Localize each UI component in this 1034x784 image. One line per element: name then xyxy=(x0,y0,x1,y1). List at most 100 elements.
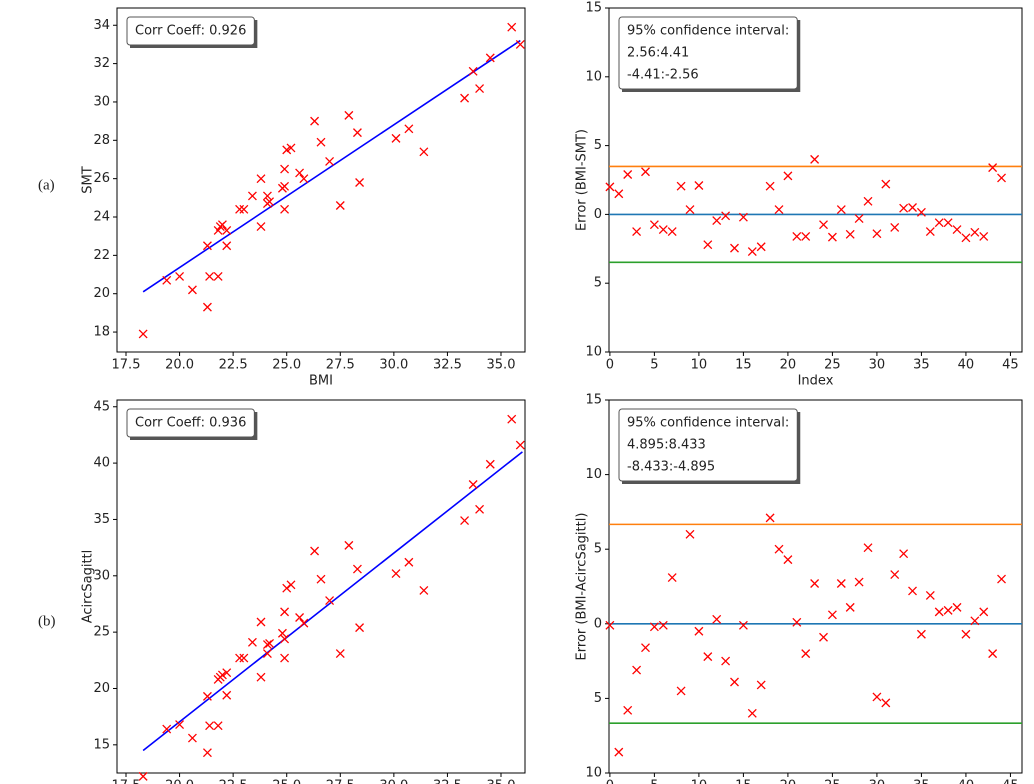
y-tick-label: 28 xyxy=(93,133,110,148)
x-tick-label: 27.5 xyxy=(326,779,355,784)
data-point xyxy=(730,243,739,253)
data-point xyxy=(325,596,335,606)
data-point xyxy=(872,692,882,702)
x-tick-label: 10 xyxy=(691,358,708,373)
x-tick-label: 25.0 xyxy=(272,358,301,373)
data-point xyxy=(215,672,225,682)
data-point xyxy=(641,643,650,653)
data-point xyxy=(295,613,305,622)
data-point xyxy=(845,229,855,239)
data-point xyxy=(997,173,1006,183)
y-tick-label: 26 xyxy=(93,171,110,186)
data-point xyxy=(632,227,642,237)
x-tick-label: 25 xyxy=(824,358,841,373)
y-tick-label: 10 xyxy=(585,69,602,84)
x-tick-label: 40 xyxy=(958,358,975,373)
data-point xyxy=(703,652,713,662)
data-point xyxy=(265,638,275,648)
data-point xyxy=(676,686,686,696)
data-point xyxy=(845,602,855,612)
data-point xyxy=(774,205,784,215)
x-tick-label: 35 xyxy=(913,358,930,373)
y-axis-label: AcircSagittl xyxy=(81,550,96,624)
data-point xyxy=(485,459,495,469)
annotation-box: Corr Coeff: 0.926 xyxy=(126,16,258,48)
data-point xyxy=(819,220,828,230)
data-point xyxy=(925,227,935,237)
x-tick-label: 30.0 xyxy=(379,779,408,784)
data-point xyxy=(605,182,615,192)
data-point xyxy=(970,616,980,626)
data-point xyxy=(222,690,232,700)
data-point xyxy=(774,544,784,554)
y-tick-label: 0 xyxy=(594,207,602,222)
data-point xyxy=(507,22,517,32)
x-tick-label: 35.0 xyxy=(487,779,516,784)
data-point xyxy=(881,698,891,708)
y-axis-label: Error (BMI-SMT) xyxy=(575,129,590,231)
data-point xyxy=(262,640,272,649)
y-tick-label: 25 xyxy=(93,625,110,640)
data-point xyxy=(649,220,659,230)
data-point xyxy=(468,480,478,489)
x-tick-label: 30 xyxy=(869,358,886,373)
subplot: 0 5 10 15 20 25 30 35 40 45 10 5 0 5 10 15 Index Error (B… xyxy=(575,1,1023,389)
data-point xyxy=(222,241,232,251)
data-point xyxy=(765,181,775,191)
data-point xyxy=(854,577,864,587)
data-point xyxy=(310,116,320,126)
data-point xyxy=(810,579,820,588)
subplot: 17.5 20.0 22.5 25.0 27.5 30.0 32.5 35.0 18 20 22 24… xyxy=(81,7,526,389)
data-point xyxy=(801,649,811,659)
data-point xyxy=(316,137,326,147)
data-point xyxy=(792,231,802,241)
data-point xyxy=(988,649,998,659)
data-point xyxy=(783,555,793,565)
annotation-text: -8.433:-4.895 xyxy=(627,460,715,475)
data-point xyxy=(138,329,148,339)
annotation-box: 95% confidence interval: 2.56:4.41 -4.41:-… xyxy=(618,16,801,92)
data-point xyxy=(162,724,172,734)
plot-area xyxy=(116,399,526,774)
data-point xyxy=(205,721,215,731)
data-point xyxy=(943,605,953,615)
data-point xyxy=(872,229,882,239)
y-tick-label: 34 xyxy=(93,18,110,33)
data-point xyxy=(667,573,677,583)
data-point xyxy=(916,207,926,217)
data-point xyxy=(235,204,245,214)
y-tick-label: 18 xyxy=(93,325,110,340)
data-point xyxy=(890,223,900,232)
data-point xyxy=(961,233,971,243)
data-point xyxy=(215,222,225,232)
data-point xyxy=(925,590,935,600)
data-point xyxy=(988,163,998,173)
data-point xyxy=(801,231,811,241)
y-tick-label: 40 xyxy=(93,456,110,471)
data-point xyxy=(756,242,766,252)
data-point xyxy=(335,201,345,210)
data-point xyxy=(783,171,793,181)
data-point xyxy=(712,216,722,226)
data-point xyxy=(222,225,232,235)
data-point xyxy=(685,205,695,215)
annotation-text: -4.41:-2.56 xyxy=(627,68,699,83)
data-point xyxy=(854,214,864,223)
data-point xyxy=(836,205,846,215)
data-point xyxy=(299,618,309,628)
y-tick-label: 10 xyxy=(585,766,602,781)
panel-label: (a) xyxy=(38,177,55,193)
x-tick-label: 0 xyxy=(606,779,614,784)
data-point xyxy=(694,181,704,190)
data-point xyxy=(202,302,212,312)
data-point xyxy=(961,629,971,639)
data-point xyxy=(899,549,909,559)
fit-line xyxy=(142,39,521,293)
data-point xyxy=(419,585,429,595)
data-point xyxy=(325,156,335,166)
y-tick-label: 32 xyxy=(93,56,110,71)
annotation-text: 95% confidence interval: xyxy=(627,24,789,39)
y-tick-label: 20 xyxy=(93,286,110,301)
x-tick-label: 20 xyxy=(780,779,797,784)
data-point xyxy=(256,672,266,682)
